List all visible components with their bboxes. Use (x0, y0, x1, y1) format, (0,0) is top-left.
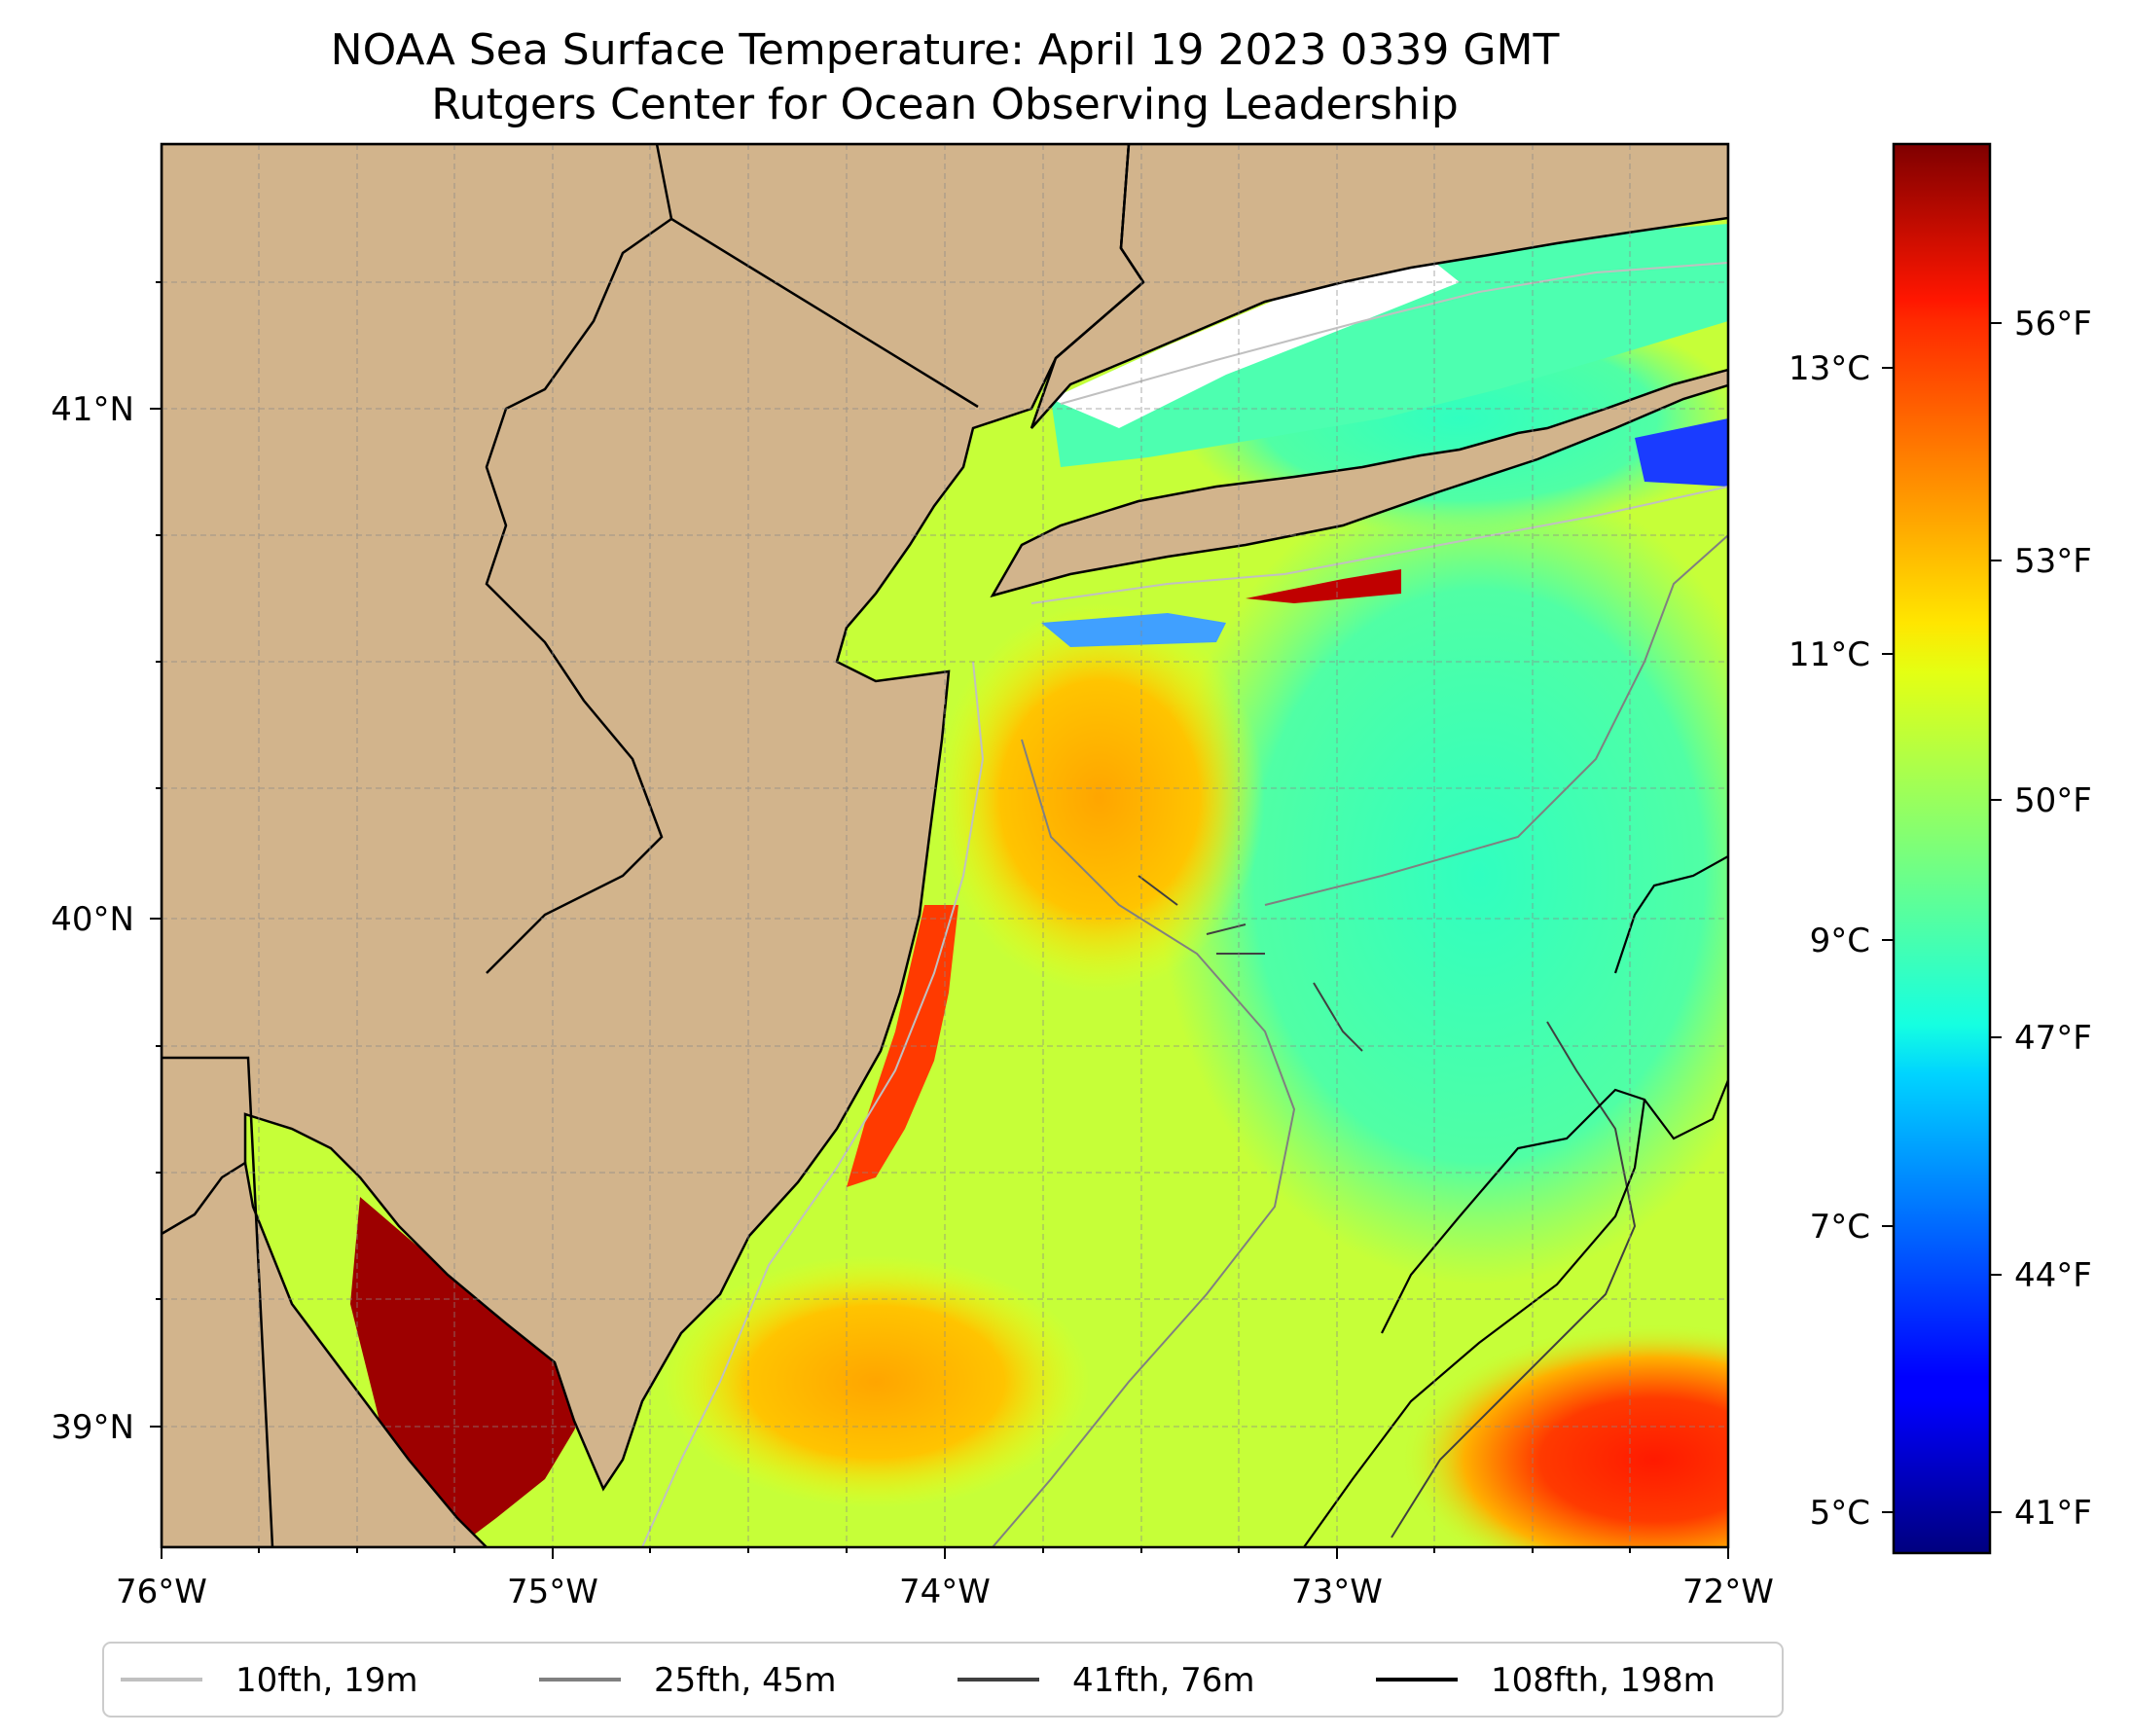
gulf-stream-warm-core (1401, 1323, 1728, 1547)
long-island (990, 368, 1728, 598)
lon-tick-73w: 73°W (1291, 1573, 1383, 1611)
cool-water-region (1158, 467, 1728, 1284)
cbar-f-50: 50°F (2014, 781, 2092, 820)
lon-tick-75w: 75°W (507, 1573, 598, 1611)
map-panel (162, 144, 1728, 1547)
contour-108fth (1303, 855, 1728, 1547)
state-borders (162, 144, 1145, 1547)
colorbar (1892, 142, 1992, 1555)
cbar-c-5: 5°C (1810, 1494, 1870, 1533)
warm-water-region (934, 603, 1265, 993)
coastal-white-nodata (1051, 251, 1460, 428)
long-island-sound-sst (1051, 224, 1728, 467)
legend-label-25fth: 25fth, 45m (654, 1661, 837, 1700)
warm-water-region-south (662, 1255, 1090, 1508)
cbar-f-44: 44°F (2014, 1256, 2092, 1295)
axis-ticks (150, 281, 1729, 1559)
cbar-f-56: 56°F (2014, 305, 2092, 344)
lat-tick-41n: 41°N (51, 390, 134, 429)
ny-bight-cold-strip (1041, 613, 1226, 647)
lat-tick-39n: 39°N (51, 1408, 134, 1447)
legend-label-108fth: 108fth, 198m (1491, 1661, 1716, 1700)
lon-tick-76w: 76°W (116, 1573, 207, 1611)
cbar-f-41: 41°F (2014, 1494, 2092, 1533)
cbar-f-47: 47°F (2014, 1019, 2092, 1058)
cbar-f-53: 53°F (2014, 542, 2092, 581)
bathymetry-contours (641, 262, 1728, 1547)
map-title-line1: NOAA Sea Surface Temperature: April 19 2… (331, 25, 1560, 75)
legend-label-41fth: 41fth, 76m (1072, 1661, 1255, 1700)
map-gridlines (162, 144, 1728, 1547)
legend-label-10fth: 10fth, 19m (235, 1661, 418, 1700)
colorbar-celsius-ticks (1882, 367, 1894, 1513)
lat-tick-40n: 40°N (51, 900, 134, 939)
land-mass (162, 144, 1145, 1492)
cbar-c-11: 11°C (1789, 635, 1870, 674)
delmarva-peninsula (162, 1160, 488, 1547)
lat-tick-labels: 41°N 40°N 39°N (51, 390, 134, 1447)
colorbar-celsius-labels: 13°C 11°C 9°C 7°C 5°C (1789, 349, 1870, 1533)
colorbar-fahrenheit-ticks (1990, 322, 2002, 1513)
cold-patch-east (1635, 418, 1728, 487)
contour-10fth (641, 262, 1728, 1547)
contour-41fth (1138, 875, 1637, 1538)
legend-box (102, 1642, 1784, 1718)
cbar-c-9: 9°C (1810, 922, 1870, 960)
cbar-c-7: 7°C (1810, 1208, 1870, 1247)
lon-tick-72w: 72°W (1682, 1573, 1774, 1611)
contour-25fth (992, 534, 1728, 1547)
contour-legend: 10fth, 19m 25fth, 45m 41fth, 76m 108fth,… (102, 1642, 1784, 1718)
lon-tick-74w: 74°W (899, 1573, 991, 1611)
lon-tick-labels: 76°W 75°W 74°W 73°W 72°W (116, 1573, 1774, 1611)
delaware-bay-warm (350, 1197, 598, 1547)
colorbar-fahrenheit-labels: 56°F 53°F 50°F 47°F 44°F 41°F (2014, 305, 2092, 1533)
south-shore-li-warm (1246, 569, 1401, 603)
map-title-line2: Rutgers Center for Ocean Observing Leade… (431, 80, 1459, 129)
cbar-c-13: 13°C (1789, 349, 1870, 388)
